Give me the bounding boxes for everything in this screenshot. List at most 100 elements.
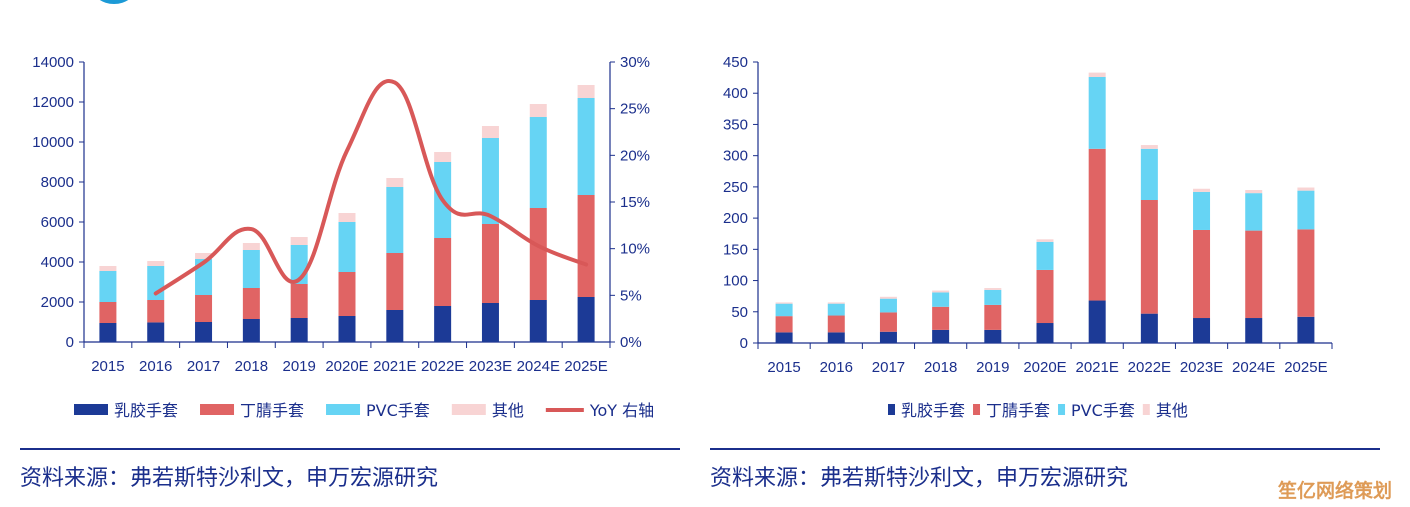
chart1-x-tick-label: 2023E <box>469 358 512 375</box>
chart2-y-tick-label: 250 <box>723 179 748 196</box>
chart1-bar-3 <box>99 271 117 302</box>
chart1-bar-2 <box>434 238 452 306</box>
chart2-bar-2 <box>1036 269 1054 324</box>
chart2-bar-3 <box>1088 76 1106 149</box>
chart2-bar-3 <box>827 303 845 316</box>
chart2-bar-1 <box>984 329 1002 343</box>
chart1-bar-4 <box>195 253 213 259</box>
chart1-y-tick-label: 4000 <box>41 254 74 271</box>
chart1-bar-3 <box>529 117 547 208</box>
chart1-bar-4 <box>290 237 308 245</box>
chart1-x-tick-label: 2016 <box>139 358 172 375</box>
chart2-bar-2 <box>1245 230 1263 319</box>
chart2-bar-1 <box>1140 313 1158 343</box>
chart2-x-tick-label: 2016 <box>820 359 853 376</box>
chart1-bar-2 <box>147 300 165 323</box>
chart1-y2-tick-label: 5% <box>620 287 642 304</box>
chart1-bar-4 <box>481 126 499 138</box>
chart1-y2-tick-label: 30% <box>620 54 650 71</box>
chart2-bar-2 <box>827 315 845 333</box>
chart1-bar-4 <box>386 178 404 187</box>
chart1-bar-1 <box>290 318 308 342</box>
chart1-x-tick-label: 2025E <box>564 358 607 375</box>
chart1-bar-3 <box>195 259 213 295</box>
chart1-bar-1 <box>99 323 117 342</box>
chart2-x-tick-label: 2024E <box>1232 359 1275 376</box>
chart1-legend-label: 其他 <box>492 401 524 420</box>
chart2-bar-3 <box>1140 148 1158 201</box>
right-source-note: 资料来源：弗若斯特沙利文，申万宏源研究 <box>710 466 1129 491</box>
chart2-bar-2 <box>1088 148 1106 301</box>
chart2-y-tick-label: 450 <box>723 54 748 71</box>
chart1-y2-tick-label: 20% <box>620 147 650 164</box>
chart1-bar-3 <box>386 187 404 253</box>
chart2-bar-2 <box>1193 229 1211 319</box>
chart1-x-tick-label: 2019 <box>282 358 315 375</box>
chart1-y-tick-label: 8000 <box>41 174 74 191</box>
chart2-legend-label: PVC手套 <box>1071 401 1135 420</box>
chart2-x-tick-label: 2025E <box>1284 359 1327 376</box>
chart1-y2-tick-label: 25% <box>620 101 650 118</box>
logo-mark <box>92 0 136 4</box>
chart2-x-tick-label: 2021E <box>1075 359 1118 376</box>
chart1-bar-1 <box>338 316 356 342</box>
chart1-bar-1 <box>481 303 499 342</box>
chart1-bar-2 <box>242 288 260 319</box>
chart2-bar-4 <box>1193 188 1211 192</box>
chart1-bar-2 <box>529 208 547 300</box>
chart1-legend-label: PVC手套 <box>366 401 430 420</box>
chart1-bar-4 <box>338 213 356 222</box>
chart2-bar-1 <box>1036 323 1054 343</box>
chart1-bar-4 <box>577 85 595 98</box>
chart1-bar-4 <box>434 152 452 162</box>
chart1-x-tick-label: 2020E <box>325 358 368 375</box>
chart1-bar-3 <box>577 98 595 195</box>
chart1-yoy-line <box>153 79 589 296</box>
chart2-bar-1 <box>879 331 897 343</box>
chart2-bar-1 <box>775 332 793 343</box>
chart2-bar-2 <box>879 312 897 332</box>
chart2-bar-4 <box>932 290 950 293</box>
chart1-bar-1 <box>434 306 452 342</box>
chart2-bar-3 <box>1036 241 1054 270</box>
chart2-y-tick-label: 200 <box>723 210 748 227</box>
chart2-bar-3 <box>1297 190 1315 230</box>
chart2-bar-4 <box>1036 239 1054 242</box>
chart2-bar-1 <box>827 332 845 343</box>
chart1-bar-1 <box>195 322 213 342</box>
chart1-legend-label: 丁腈手套 <box>240 401 304 420</box>
chart2-legend-label: 丁腈手套 <box>986 401 1050 420</box>
chart1-bar-4 <box>242 243 260 250</box>
chart1-bar-2 <box>290 284 308 318</box>
chart1-y2-tick-label: 10% <box>620 241 650 258</box>
left-divider <box>20 448 680 450</box>
chart1-bar-1 <box>386 310 404 342</box>
chart2-bar-3 <box>1245 193 1263 231</box>
chart2-bar-3 <box>775 303 793 317</box>
chart2-bar-4 <box>1245 190 1263 194</box>
chart2-bar-1 <box>1193 318 1211 343</box>
chart1-legend-swatch <box>451 404 486 415</box>
chart2-x-tick-label: 2022E <box>1128 359 1171 376</box>
chart1-legend-swatch <box>326 404 361 415</box>
chart2-bar-2 <box>1297 229 1315 317</box>
chart1-bar-2 <box>99 302 117 323</box>
chart1-y-tick-label: 2000 <box>41 294 74 311</box>
watermark-text: 笙亿网络策划 <box>1278 480 1393 502</box>
chart1-bar-4 <box>147 261 165 266</box>
chart1-bar-4 <box>99 266 117 271</box>
chart1-bar-2 <box>338 272 356 316</box>
chart2-bar-4 <box>827 302 845 304</box>
chart2-bar-3 <box>1193 191 1211 230</box>
chart1-bar-3 <box>242 250 260 288</box>
chart1-bar-1 <box>577 297 595 342</box>
chart1-y-tick-label: 6000 <box>41 214 74 231</box>
chart2-legend-swatch <box>1058 404 1066 415</box>
chart2-x-tick-label: 2018 <box>924 359 957 376</box>
chart2-legend-label: 乳胶手套 <box>901 401 965 420</box>
chart2-y-tick-label: 350 <box>723 116 748 133</box>
chart1-bar-3 <box>481 138 499 224</box>
chart2-y-tick-label: 300 <box>723 148 748 165</box>
chart2-legend-swatch <box>1142 404 1150 415</box>
